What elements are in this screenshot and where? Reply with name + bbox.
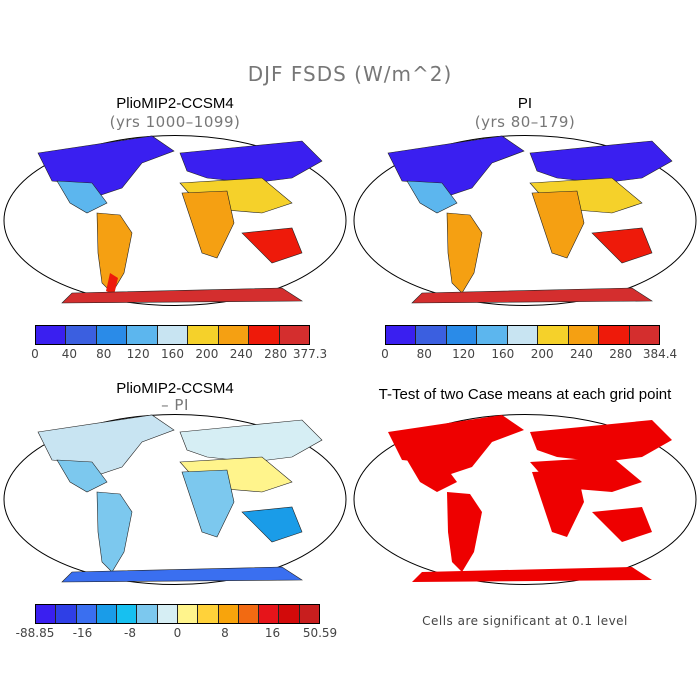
colorbar-swatch: [66, 326, 97, 344]
colorbar-label: 80: [96, 347, 112, 361]
colorbar-label: 120: [126, 347, 150, 361]
colorbar-swatch: [249, 326, 280, 344]
colorbar-label: 0: [381, 347, 389, 361]
colorbar-swatch: [177, 605, 199, 623]
panel-3-colorbar: [35, 604, 320, 624]
colorbar-swatch: [416, 326, 447, 344]
panel-3-subtitle: – PI: [161, 396, 189, 414]
colorbar-swatch: [36, 605, 57, 623]
panel-1-subtitle: (yrs 1000–1099): [109, 113, 241, 131]
colorbar-swatch: [259, 605, 280, 623]
colorbar-swatch: [157, 605, 178, 623]
panel-3-map: [3, 414, 347, 585]
colorbar-label: 160: [161, 347, 184, 361]
colorbar-label: 120: [452, 347, 476, 361]
colorbar-swatch: [56, 605, 77, 623]
panel-2-map: [353, 135, 697, 306]
colorbar-swatch: [36, 326, 67, 344]
colorbar-label: 240: [229, 347, 253, 361]
panel-4-map: [353, 414, 697, 585]
colorbar-label: 0: [31, 347, 39, 361]
colorbar-swatch: [507, 326, 539, 344]
colorbar-swatch: [157, 326, 189, 344]
colorbar-swatch: [538, 326, 569, 344]
panel-1-colorbar: [35, 325, 310, 345]
panel-4-title: T-Test of two Case means at each grid po…: [378, 386, 672, 403]
colorbar-swatch: [76, 605, 97, 623]
colorbar-swatch: [117, 605, 138, 623]
colorbar-swatch: [299, 605, 319, 623]
colorbar-swatch: [198, 605, 219, 623]
colorbar-swatch: [279, 326, 309, 344]
colorbar-swatch: [96, 605, 118, 623]
panel-3-colorbar-labels: -88.85 -16 -8 0 8 16 50.59: [16, 626, 338, 640]
colorbar-label: -16: [72, 626, 93, 640]
colorbar-label: -8: [124, 626, 136, 640]
colorbar-swatch: [599, 326, 630, 344]
panel-1-title: PlioMIP2-CCSM4: [116, 95, 234, 112]
colorbar-label: 377.3: [292, 347, 328, 361]
colorbar-label: 8: [221, 626, 229, 640]
panel-2-subtitle: (yrs 80–179): [474, 113, 576, 131]
colorbar-swatch: [477, 326, 508, 344]
panel-2-colorbar-labels: 0 80 120 160 200 240 280 384.4: [381, 347, 677, 361]
colorbar-label: 0: [173, 626, 182, 640]
colorbar-label: 160: [491, 347, 515, 361]
colorbar-swatch: [386, 326, 417, 344]
colorbar-label: 280: [264, 347, 288, 361]
colorbar-swatch: [127, 326, 158, 344]
colorbar-swatch: [568, 326, 600, 344]
colorbar-label: 200: [530, 347, 554, 361]
significance-note: Cells are significant at 0.1 level: [422, 614, 628, 628]
colorbar-swatch: [137, 605, 158, 623]
colorbar-label: 280: [609, 347, 633, 361]
colorbar-swatch: [218, 326, 250, 344]
colorbar-label: 240: [569, 347, 593, 361]
panel-2-title: PI: [517, 95, 533, 112]
colorbar-label: 40: [61, 347, 78, 361]
colorbar-swatch: [279, 605, 300, 623]
colorbar-swatch: [96, 326, 128, 344]
colorbar-swatch: [238, 605, 260, 623]
colorbar-label: 50.59: [302, 626, 338, 640]
colorbar-swatch: [446, 326, 478, 344]
colorbar-swatch: [188, 326, 219, 344]
panel-2-colorbar: [385, 325, 660, 345]
colorbar-swatch: [629, 326, 659, 344]
colorbar-label: 384.4: [642, 347, 678, 361]
panel-1-map: [3, 135, 347, 306]
colorbar-label: 80: [416, 347, 432, 361]
colorbar-label: -88.85: [15, 626, 55, 640]
colorbar-label: 200: [195, 347, 219, 361]
panel-1-colorbar-labels: 0 40 80 120 160 200 240 280 377.3: [31, 347, 327, 361]
panel-3-title: PlioMIP2-CCSM4: [116, 380, 234, 397]
figure-title: DJF FSDS (W/m^2): [247, 62, 453, 86]
colorbar-label: 16: [264, 626, 281, 640]
colorbar-swatch: [218, 605, 239, 623]
